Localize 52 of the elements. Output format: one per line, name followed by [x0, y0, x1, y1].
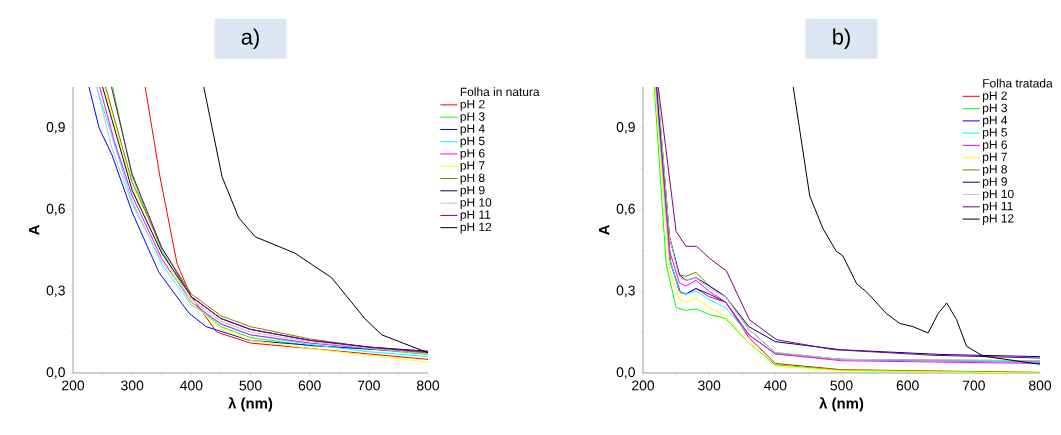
legend-label: pH 10: [983, 189, 1014, 201]
legend-label: pH 6: [460, 149, 485, 160]
y-tick-label: 0,9: [46, 122, 65, 134]
legend-label: pH 5: [983, 128, 1007, 139]
x-tick-label: 200: [62, 380, 85, 391]
y-tick-label: 0,3: [616, 285, 635, 298]
x-tick-label: 800: [416, 380, 440, 391]
y-tick-label: 0,3: [46, 285, 65, 298]
legend-label: pH 2: [983, 91, 1007, 103]
x-tick-label: 200: [632, 380, 655, 391]
legend-label: pH 9: [983, 177, 1007, 189]
legend-label: pH 12: [460, 222, 492, 234]
legend-label: pH 5: [460, 136, 485, 148]
y-axis-title: A: [598, 224, 610, 236]
chart-title: b): [833, 28, 850, 50]
y-axis-title: A: [28, 224, 40, 236]
y-tick-label: 0,6: [616, 203, 635, 216]
x-axis-title: λ (nm): [228, 397, 273, 412]
legend-label: pH 11: [460, 210, 491, 222]
chart-title: a): [241, 28, 259, 50]
y-tick-label: 0,0: [46, 367, 65, 379]
legend-label: pH 11: [983, 201, 1013, 213]
legend-label: pH 3: [460, 112, 485, 124]
x-tick-label: 300: [121, 380, 144, 391]
legend-label: pH 12: [983, 214, 1014, 225]
legend-label: pH 7: [983, 152, 1007, 164]
legend-label: pH 4: [460, 124, 485, 136]
legend-label: pH 7: [460, 161, 485, 173]
x-tick-label: 600: [896, 380, 919, 391]
x-tick-label: 500: [239, 380, 262, 391]
x-axis-title: λ (nm): [819, 397, 864, 412]
legend-label: pH 8: [460, 173, 485, 185]
legend-label: pH 2: [460, 99, 485, 111]
y-tick-label: 0,0: [616, 367, 635, 379]
x-tick-label: 400: [764, 380, 787, 391]
legend-label: pH 3: [983, 103, 1007, 115]
y-tick-label: 0,6: [46, 203, 65, 216]
x-tick-label: 400: [180, 380, 203, 391]
x-tick-label: 600: [298, 380, 321, 391]
x-tick-label: 700: [357, 380, 380, 391]
legend-label: pH 9: [460, 185, 485, 197]
x-tick-label: 500: [830, 380, 853, 391]
legend-title: Folha in natura: [460, 87, 540, 97]
x-tick-label: 300: [698, 380, 721, 391]
x-tick-label: 800: [1028, 380, 1052, 391]
x-tick-label: 700: [962, 380, 985, 391]
legend-label: pH 10: [460, 198, 492, 210]
legend-label: pH 4: [983, 116, 1008, 127]
y-tick-label: 0,9: [616, 122, 635, 134]
legend-title: Folha tratada: [983, 78, 1053, 88]
legend-label: pH 6: [983, 140, 1007, 152]
legend-label: pH 8: [983, 164, 1007, 176]
